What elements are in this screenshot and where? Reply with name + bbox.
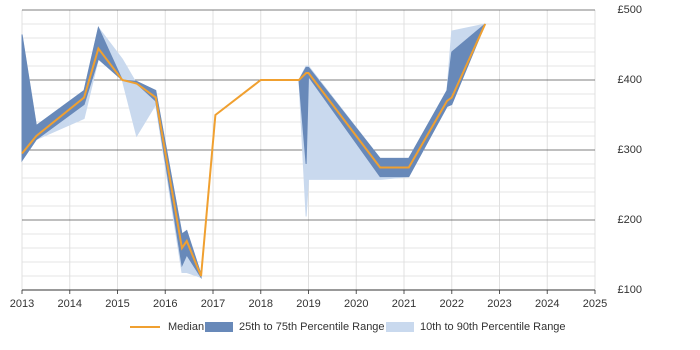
x-tick-label: 2024 bbox=[535, 298, 559, 310]
x-tick-label: 2015 bbox=[105, 298, 129, 310]
legend-label: 25th to 75th Percentile Range bbox=[239, 321, 385, 333]
legend-label: 10th to 90th Percentile Range bbox=[420, 321, 566, 333]
median-line bbox=[21, 23, 487, 277]
x-tick-label: 2020 bbox=[344, 298, 368, 310]
x-tick-label: 2023 bbox=[487, 298, 511, 310]
x-tick-label: 2017 bbox=[201, 298, 225, 310]
x-tick-label: 2018 bbox=[249, 298, 273, 310]
y-tick-label: £500 bbox=[618, 4, 642, 16]
legend-swatch bbox=[205, 322, 233, 332]
legend-label: Median bbox=[168, 321, 204, 333]
x-tick-label: 2022 bbox=[440, 298, 464, 310]
y-tick-label: £400 bbox=[618, 74, 642, 86]
y-tick-label: £200 bbox=[618, 214, 642, 226]
y-tick-label: £100 bbox=[618, 284, 642, 296]
y-tick-label: £300 bbox=[618, 144, 642, 156]
x-tick-label: 2016 bbox=[153, 298, 177, 310]
x-tick-label: 2014 bbox=[58, 298, 82, 310]
x-tick-label: 2025 bbox=[583, 298, 607, 310]
legend-swatch bbox=[386, 322, 414, 332]
x-tick-label: 2013 bbox=[10, 298, 34, 310]
x-tick-label: 2021 bbox=[392, 298, 416, 310]
x-tick-label: 2019 bbox=[296, 298, 320, 310]
